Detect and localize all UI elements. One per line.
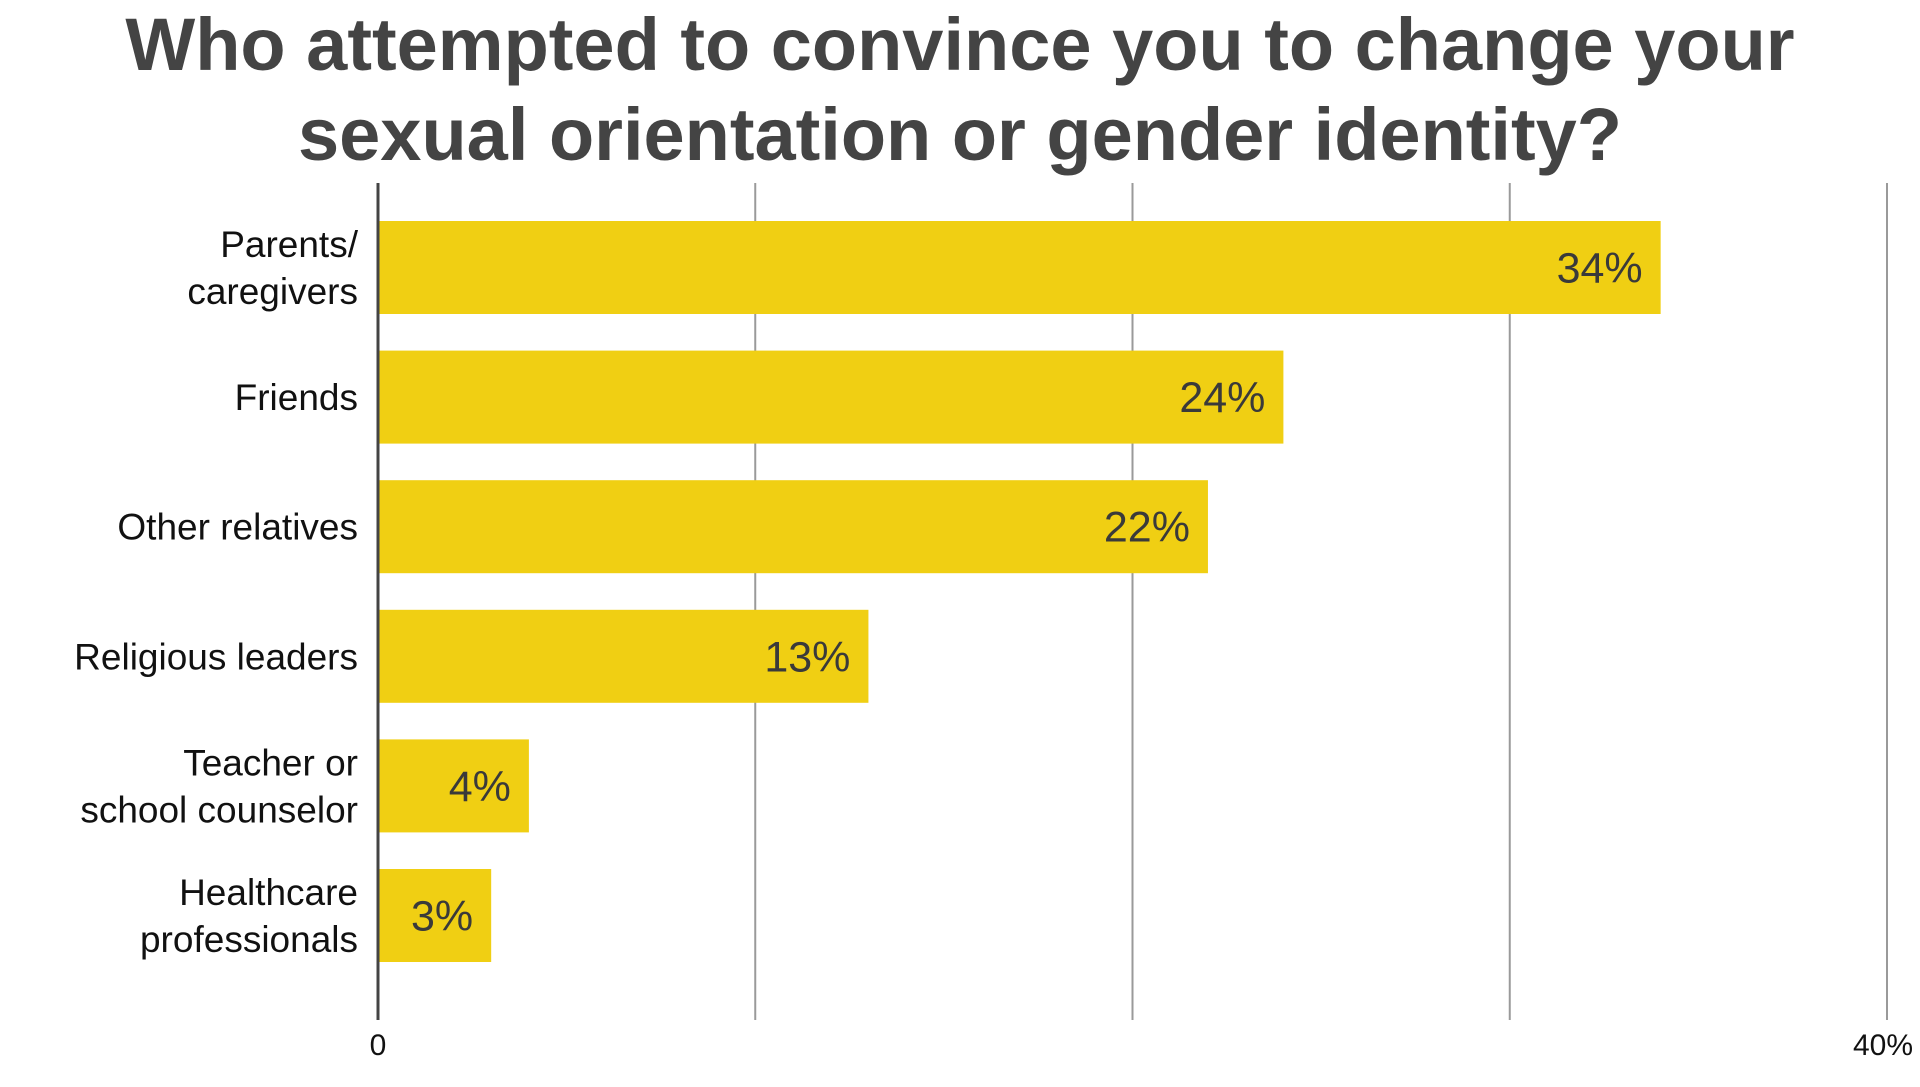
category-label-1-line-0: Friends — [235, 377, 358, 418]
category-label-3: Religious leaders — [74, 636, 358, 677]
value-labels: 34% 24% 22% 13% 4% 3% — [411, 245, 1643, 941]
x-tick-label-1: 40% — [1853, 1029, 1913, 1062]
value-label-1: 24% — [1179, 374, 1265, 422]
bar-0 — [378, 221, 1661, 314]
value-label-4: 4% — [449, 763, 511, 811]
category-label-4-line-1: school counselor — [80, 789, 358, 830]
bar-3 — [378, 609, 869, 703]
category-label-3-line-0: Religious leaders — [74, 636, 358, 677]
category-label-0-line-1: caregivers — [187, 271, 358, 312]
category-label-0-line-0: Parents/ — [220, 224, 359, 265]
chart-title-line-1: Who attempted to convince you to change … — [125, 3, 1795, 86]
category-label-2-line-0: Other relatives — [117, 507, 358, 548]
value-label-5: 3% — [411, 893, 473, 941]
value-label-2: 22% — [1104, 504, 1190, 552]
category-label-4-line-0: Teacher or — [183, 742, 358, 783]
bar-5 — [378, 869, 492, 962]
category-label-5-line-1: professionals — [140, 919, 358, 960]
chart-title: Who attempted to convince you to change … — [0, 0, 1920, 180]
x-tick-labels: 0 40% — [370, 1029, 1913, 1062]
category-label-5: Healthcare professionals — [140, 872, 358, 960]
category-label-4: Teacher or school counselor — [80, 742, 358, 830]
category-labels: Parents/caregivers Friends Other relatives… — [74, 224, 359, 960]
value-label-0: 34% — [1557, 245, 1643, 293]
chart-title-line-2: sexual orientation or gender identity? — [298, 93, 1622, 176]
bar-2 — [378, 480, 1208, 574]
bar-1 — [378, 350, 1284, 444]
category-label-1: Friends — [235, 377, 358, 418]
category-label-0: Parents/caregivers — [187, 224, 358, 312]
category-label-2: Other relatives — [117, 507, 358, 548]
gridlines — [754, 183, 1888, 1020]
x-tick-label-0: 0 — [370, 1029, 387, 1062]
bar-4 — [378, 739, 529, 833]
bars — [378, 221, 1661, 962]
value-label-3: 13% — [764, 633, 850, 681]
category-label-5-line-0: Healthcare — [179, 872, 358, 913]
